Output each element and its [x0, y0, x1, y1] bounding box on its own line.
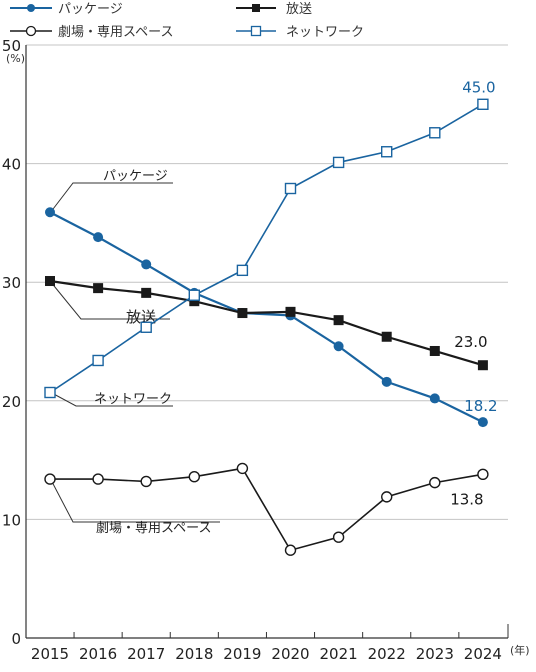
x-tick-label-2022: 2022	[368, 645, 406, 663]
y-tick-label-20: 20	[2, 393, 21, 411]
end-labels: 18.2 23.0 13.8 45.0	[450, 78, 497, 508]
end-value-label-broadcast: 23.0	[454, 333, 487, 351]
point-theater-2018	[188, 471, 201, 483]
point-broadcast-2023	[429, 345, 440, 356]
x-tick-label-2017: 2017	[127, 645, 165, 663]
point-network-2023	[429, 127, 441, 139]
series-network	[44, 98, 489, 399]
series-theater	[44, 462, 489, 556]
legend: パッケージ 放送 劇場・専用スペース ネットワーク	[10, 2, 364, 40]
x-tick-label-2023: 2023	[416, 645, 454, 663]
point-broadcast-2021	[333, 315, 344, 326]
x-tick-label-2018: 2018	[175, 645, 213, 663]
point-package-2023	[429, 393, 440, 404]
point-package-2022	[381, 376, 392, 387]
legend-label-network: ネットワーク	[286, 25, 364, 40]
point-theater-2020	[284, 544, 297, 556]
legend-item-network: ネットワーク	[236, 25, 364, 40]
point-theater-2016	[92, 473, 104, 485]
callout-label-package: パッケージ	[103, 169, 168, 184]
y-tick-label-10: 10	[2, 511, 21, 529]
grid	[25, 44, 508, 639]
point-broadcast-2024	[477, 360, 488, 371]
point-theater-2021	[332, 531, 345, 543]
point-theater-2017	[140, 475, 152, 488]
callout-leader-theater	[49, 477, 220, 523]
series-line-theater	[50, 467, 484, 552]
y-tick-label-0: 0	[11, 630, 21, 648]
legend-label-broadcast: 放送	[286, 2, 312, 17]
y-unit-label: (%)	[6, 52, 25, 65]
legend-marker-theater	[25, 25, 37, 37]
point-package-2024	[477, 417, 488, 428]
x-axis-ticks: 2015 2016 2017 2018 2019 2020 2021 2022 2023 2024	[31, 624, 509, 663]
point-broadcast-2017	[141, 287, 152, 298]
y-axis-ticks: 0 10 20 30 40 50	[2, 37, 21, 648]
legend-marker-broadcast	[252, 4, 260, 12]
series-line-broadcast	[49, 279, 484, 367]
point-network-2020	[284, 182, 297, 195]
point-package-2016	[93, 232, 104, 243]
point-broadcast-2015	[45, 276, 55, 287]
series-line-package	[49, 211, 484, 424]
legend-marker-package	[27, 4, 35, 12]
end-value-label-package: 18.2	[464, 397, 497, 415]
x-tick-label-2019: 2019	[223, 645, 261, 663]
callout-label-broadcast: 放送	[126, 308, 156, 326]
callout-label-network: ネットワーク	[94, 392, 172, 407]
point-network-2024	[477, 98, 489, 111]
end-value-label-network: 45.0	[462, 78, 495, 96]
legend-item-package: パッケージ	[10, 2, 123, 17]
point-theater-2015	[44, 473, 56, 485]
point-network-2018	[188, 289, 201, 301]
point-broadcast-2016	[93, 283, 104, 294]
point-package-2015	[45, 207, 55, 218]
point-theater-2019	[236, 462, 249, 475]
legend-marker-network	[250, 25, 262, 37]
x-tick-label-2024: 2024	[464, 645, 502, 663]
point-network-2015	[44, 386, 56, 399]
series-group	[44, 98, 489, 556]
point-broadcast-2022	[381, 331, 392, 342]
y-tick-label-30: 30	[2, 274, 21, 292]
y-tick-label-50: 50	[2, 37, 21, 55]
callout-leader-network	[49, 391, 173, 407]
point-theater-2023	[429, 476, 441, 489]
point-theater-2024	[477, 468, 489, 481]
point-network-2019	[236, 264, 249, 277]
point-broadcast-2019	[237, 308, 248, 319]
callout-label-theater: 劇場・専用スペース	[96, 521, 211, 536]
x-tick-label-2015: 2015	[31, 645, 69, 663]
point-broadcast-2018	[189, 296, 200, 307]
callout-leader-broadcast	[49, 280, 170, 320]
x-tick-label-2020: 2020	[271, 645, 309, 663]
x-tick-label-2021: 2021	[320, 645, 358, 663]
callout-leader-package	[49, 182, 173, 214]
point-broadcast-2020	[285, 306, 296, 317]
point-network-2022	[381, 146, 393, 158]
point-network-2021	[332, 156, 345, 169]
point-package-2021	[333, 341, 344, 352]
point-package-2017	[141, 259, 152, 270]
point-theater-2022	[381, 491, 393, 503]
y-tick-label-40: 40	[2, 156, 21, 174]
series-line-network	[49, 103, 484, 394]
legend-item-theater: 劇場・専用スペース	[10, 25, 173, 40]
series-broadcast	[45, 276, 488, 371]
point-network-2017	[140, 321, 152, 333]
legend-label-theater: 劇場・専用スペース	[58, 25, 173, 40]
x-tick-label-2016: 2016	[79, 645, 117, 663]
legend-item-broadcast: 放送	[236, 2, 312, 17]
legend-label-package: パッケージ	[58, 2, 123, 17]
point-network-2016	[92, 354, 104, 367]
end-value-label-theater: 13.8	[450, 490, 483, 508]
x-unit-label: (年)	[510, 643, 530, 657]
